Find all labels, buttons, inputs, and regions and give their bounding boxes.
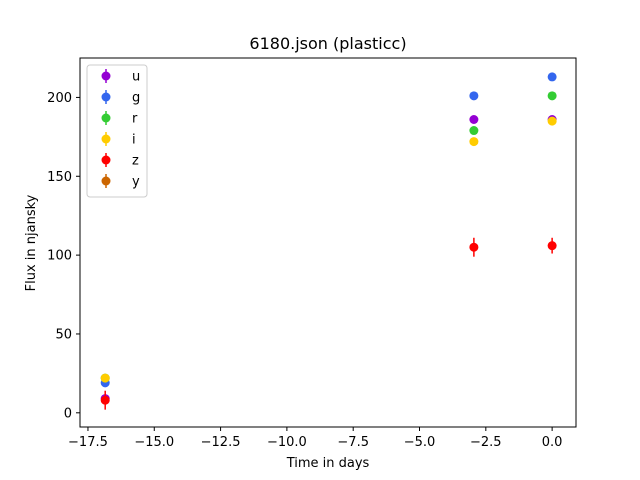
data-point (547, 91, 557, 101)
x-axis-label: Time in days (286, 456, 370, 471)
y-axis: 0 50 100 150 200 (47, 91, 80, 421)
data-point (469, 242, 479, 252)
series-u (100, 115, 557, 404)
legend-item-y: y (101, 174, 140, 190)
y-tick-label: 200 (47, 91, 72, 106)
legend-marker (101, 92, 111, 102)
x-tick-label: −5.0 (404, 435, 436, 450)
plot-frame (79, 57, 577, 428)
x-tick-label: −12.5 (201, 435, 241, 450)
y-tick-label: 0 (64, 406, 72, 421)
data-point (547, 116, 557, 126)
data-point (469, 126, 479, 136)
data-point (100, 395, 110, 405)
x-tick-label: −15.0 (134, 435, 174, 450)
legend-label: u (132, 70, 140, 85)
legend-marker (101, 155, 111, 165)
y-axis-label: Flux in njansky (24, 194, 39, 291)
data-point (100, 373, 110, 383)
series-z (100, 237, 557, 410)
legend-label: r (132, 112, 138, 127)
data-point (469, 137, 479, 147)
series-g (100, 72, 557, 388)
x-tick-label: −2.5 (470, 435, 502, 450)
chart-title: 6180.json (plasticc) (249, 34, 406, 53)
data-point (547, 241, 557, 251)
data-marks (100, 72, 557, 410)
legend-item-z: z (101, 153, 139, 169)
legend-marker (101, 113, 111, 123)
series-r (100, 91, 557, 383)
legend-marker (101, 71, 111, 81)
data-point (547, 72, 557, 82)
legend-item-u: u (101, 69, 140, 85)
x-tick-label: 0.0 (542, 435, 563, 450)
y-tick-label: 50 (55, 327, 72, 342)
x-axis: −17.5 −15.0 −12.5 −10.0 −7.5 −5.0 −2.5 0.0 (68, 427, 562, 450)
x-tick-label: −10.0 (267, 435, 307, 450)
legend-label: g (132, 91, 140, 106)
legend-item-g: g (101, 90, 140, 106)
x-tick-label: −7.5 (337, 435, 369, 450)
data-point (469, 91, 479, 101)
x-tick-label: −17.5 (68, 435, 108, 450)
y-tick-label: 100 (47, 249, 72, 264)
legend-marker (101, 176, 111, 186)
legend-label: y (132, 175, 140, 190)
legend-item-r: r (101, 111, 138, 127)
data-point (469, 115, 479, 124)
legend-label: z (132, 154, 139, 169)
legend-marker (101, 134, 111, 144)
legend-label: i (132, 133, 136, 148)
legend-item-i: i (101, 132, 136, 148)
y-tick-label: 150 (47, 170, 72, 185)
series-i (100, 116, 557, 383)
